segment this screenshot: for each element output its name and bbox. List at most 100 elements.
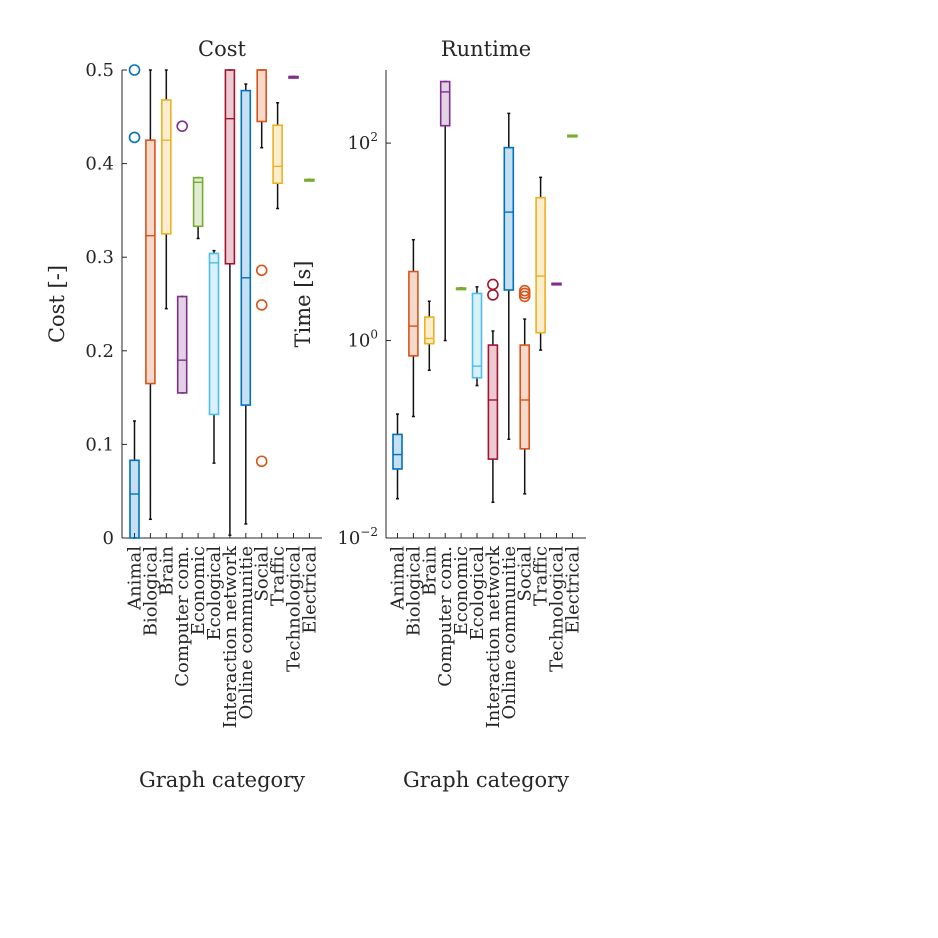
runtime-y-tick-label: 100 (347, 328, 378, 352)
runtime-box (392, 413, 403, 500)
cost-box-body (145, 139, 156, 385)
runtime-outlier-point (518, 287, 531, 300)
cost-box-body (272, 124, 283, 185)
cost-outlier-point (176, 120, 188, 132)
cost-box (192, 176, 204, 240)
runtime-category-label: Electrical (562, 546, 583, 634)
cost-category-label: Animal (125, 546, 146, 611)
cost-y-tick-label: 0 (103, 528, 114, 549)
cost-box-body (161, 99, 172, 235)
cost-box (272, 102, 283, 210)
runtime-box-body (439, 80, 451, 127)
cost-box-body (240, 89, 252, 406)
runtime-x-axis-label: Graph category (403, 768, 569, 792)
cost-box (161, 69, 172, 310)
runtime-box-body (487, 344, 499, 460)
cost-category-label: Brain (156, 546, 177, 596)
cost-category-label: Interaction network (220, 545, 241, 728)
runtime-box (551, 282, 562, 286)
cost-category-label: Social (252, 546, 273, 602)
runtime-box (423, 300, 435, 372)
runtime-outlier-point (487, 278, 499, 291)
cost-box (240, 83, 252, 525)
cost-y-tick-label: 0.5 (85, 60, 114, 81)
runtime-category-label: Animal (388, 546, 409, 611)
runtime-box-body (471, 292, 483, 379)
cost-box-body (129, 459, 140, 539)
cost-category-label: Ecological (204, 546, 225, 641)
cost-box (176, 120, 188, 394)
cost-category-label: Traffic (268, 546, 289, 606)
runtime-box (518, 284, 531, 495)
cost-box-body (224, 69, 236, 265)
cost-box (288, 75, 299, 79)
cost-outlier-point (128, 131, 141, 144)
runtime-box (567, 134, 578, 138)
runtime-panel: Runtime Time [s] Graph category 10−21001… (291, 37, 586, 792)
cost-category-label: Technological (284, 546, 305, 672)
runtime-category-label: Online communitie (499, 546, 520, 719)
runtime-chart-title: Runtime (441, 37, 531, 61)
cost-y-ticks: 0 0.1 0.2 0.3 0.4 0.5 (85, 60, 127, 549)
cost-outlier-point (255, 455, 268, 468)
runtime-box (487, 278, 499, 504)
runtime-category-label: Economic (451, 546, 472, 635)
runtime-box-body (535, 196, 546, 334)
cost-boxes (128, 64, 315, 539)
cost-box (255, 69, 268, 468)
cost-box (224, 69, 236, 536)
cost-category-label: Electrical (299, 546, 320, 634)
cost-box (128, 64, 141, 539)
cost-y-tick-label: 0.1 (85, 434, 114, 455)
cost-box (208, 249, 220, 464)
runtime-y-tick-label: 10−2 (337, 525, 378, 549)
runtime-box-body (503, 146, 515, 291)
runtime-y-tick-label: 102 (347, 130, 378, 154)
cost-box-body (208, 252, 220, 416)
runtime-box (471, 286, 483, 387)
cost-category-label: Computer com. (172, 546, 193, 687)
runtime-category-label: Traffic (531, 546, 552, 606)
cost-y-tick-label: 0.3 (85, 247, 114, 268)
cost-box-body (256, 69, 268, 123)
runtime-box (408, 238, 419, 418)
cost-y-tick-label: 0.2 (85, 341, 114, 362)
cost-chart-title: Cost (198, 37, 246, 61)
cost-box-body (192, 176, 204, 228)
runtime-box-body (392, 433, 403, 470)
runtime-category-label: Social (515, 546, 536, 602)
runtime-outlier-point (487, 289, 499, 301)
cost-y-axis-label: Cost [-] (45, 265, 69, 343)
runtime-box (439, 80, 451, 342)
cost-panel: Cost Cost [-] Graph category 00.10.20.30… (45, 37, 322, 792)
runtime-box (535, 176, 546, 351)
runtime-box (503, 112, 515, 441)
runtime-category-label: Interaction network (483, 545, 504, 728)
cost-box (304, 178, 315, 182)
cost-outlier-point (255, 264, 268, 277)
runtime-category-label: Brain (419, 546, 440, 596)
runtime-category-label: Ecological (467, 546, 488, 641)
runtime-outlier-point (518, 290, 531, 303)
runtime-box (455, 287, 467, 291)
runtime-box-body (423, 316, 435, 345)
cost-x-axis-label: Graph category (139, 768, 305, 792)
runtime-boxes (392, 80, 578, 504)
cost-box-body (176, 295, 188, 394)
runtime-box-body (408, 270, 419, 357)
cost-outlier-point (128, 64, 141, 76)
runtime-category-label: Biological (403, 546, 424, 637)
cost-outlier-point (255, 299, 268, 311)
cost-category-label: Biological (140, 546, 161, 637)
cost-category-label: Online communitie (236, 546, 257, 719)
runtime-category-label: Computer com. (435, 546, 456, 687)
cost-y-tick-label: 0.4 (85, 154, 114, 175)
runtime-y-ticks: 10−2 100 102 (337, 130, 391, 549)
cost-category-label: Economic (188, 546, 209, 635)
runtime-category-label: Technological (547, 546, 568, 672)
cost-box (145, 69, 156, 521)
runtime-box-body (519, 344, 531, 450)
